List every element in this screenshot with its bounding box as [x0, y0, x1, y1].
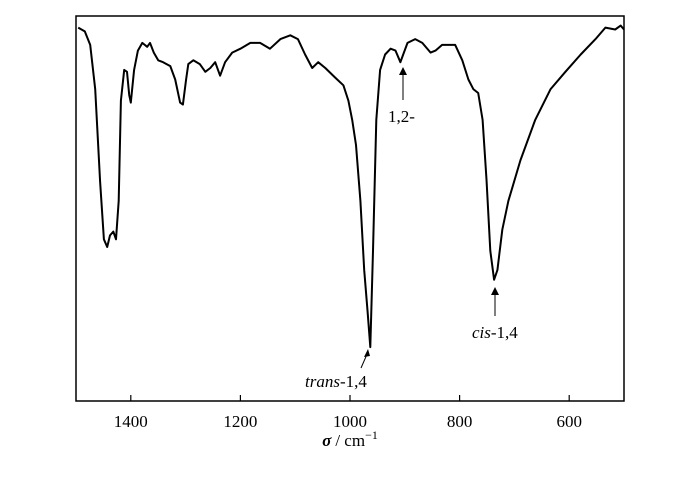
x-tick-label: 1200	[223, 412, 257, 431]
annotation: trans-1,4	[305, 372, 367, 391]
x-label-symbol: σ	[322, 431, 332, 450]
annotation-text: -1,4	[340, 372, 367, 391]
annotation: 1,2-	[388, 107, 415, 126]
x-label-unit: / cm	[335, 431, 365, 450]
x-tick-label: 600	[556, 412, 582, 431]
x-axis-label: σ / cm−1	[322, 428, 378, 450]
arrow-head	[399, 67, 407, 75]
spectrum-line	[77, 24, 625, 349]
plot-frame	[75, 15, 625, 402]
annotation-text: -1,4	[491, 323, 518, 342]
arrow-head	[491, 287, 499, 295]
arrow-head	[364, 349, 370, 357]
x-tick-label: 1400	[114, 412, 148, 431]
annotations: trans-1,4 1,2- cis-1,4	[305, 67, 518, 391]
annotation-italic: trans	[305, 372, 340, 391]
x-tick-label: 800	[447, 412, 473, 431]
x-label-exponent: −1	[365, 428, 378, 442]
annotation: cis-1,4	[472, 323, 518, 342]
x-tick-label: 1000	[333, 412, 367, 431]
annotation-italic: cis	[472, 323, 491, 342]
